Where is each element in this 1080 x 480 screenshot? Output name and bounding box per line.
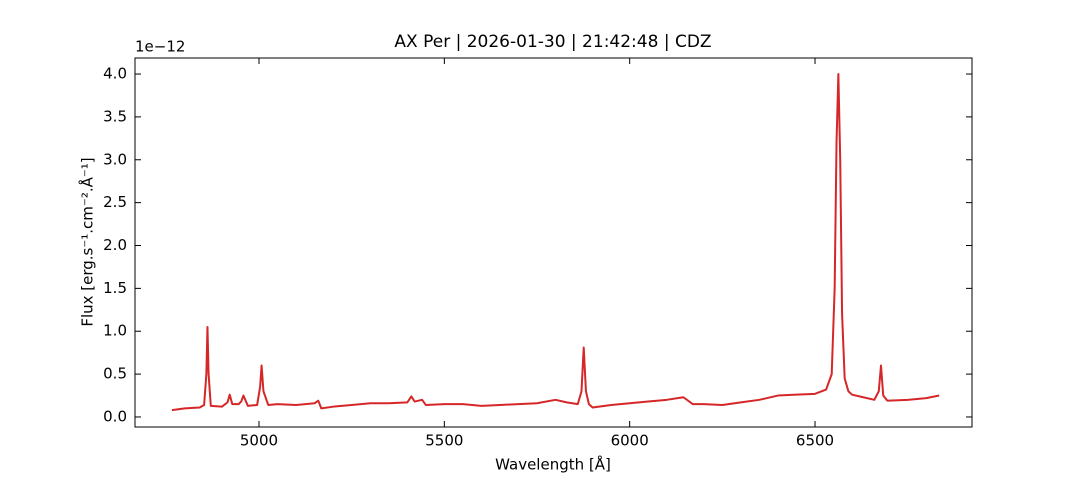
y-tick-label: 0.0 (103, 407, 127, 425)
y-tick-label: 2.0 (103, 236, 127, 254)
y-tick-label: 1.5 (103, 279, 127, 297)
offset-text: 1e−12 (135, 38, 185, 56)
y-axis-label: Flux [erg.s⁻¹.cm⁻².Å⁻¹] (78, 157, 97, 326)
y-tick-label: 1.0 (103, 322, 127, 340)
y-tick-label: 2.5 (103, 193, 127, 211)
plot-frame (134, 57, 973, 428)
y-tick-label: 4.0 (103, 65, 127, 83)
x-tick-label: 5000 (240, 432, 278, 450)
chart-title: AX Per | 2026-01-30 | 21:42:48 | CDZ (394, 32, 711, 52)
x-tick-label: 6500 (796, 432, 834, 450)
x-tick-label: 6000 (611, 432, 649, 450)
y-tick-label: 0.5 (103, 365, 127, 383)
y-tick-label: 3.5 (103, 107, 127, 125)
y-tick-label: 3.0 (103, 150, 127, 168)
spectrum-line (171, 73, 940, 412)
x-tick-label: 5500 (425, 432, 463, 450)
x-axis-label: Wavelength [Å] (495, 455, 611, 474)
